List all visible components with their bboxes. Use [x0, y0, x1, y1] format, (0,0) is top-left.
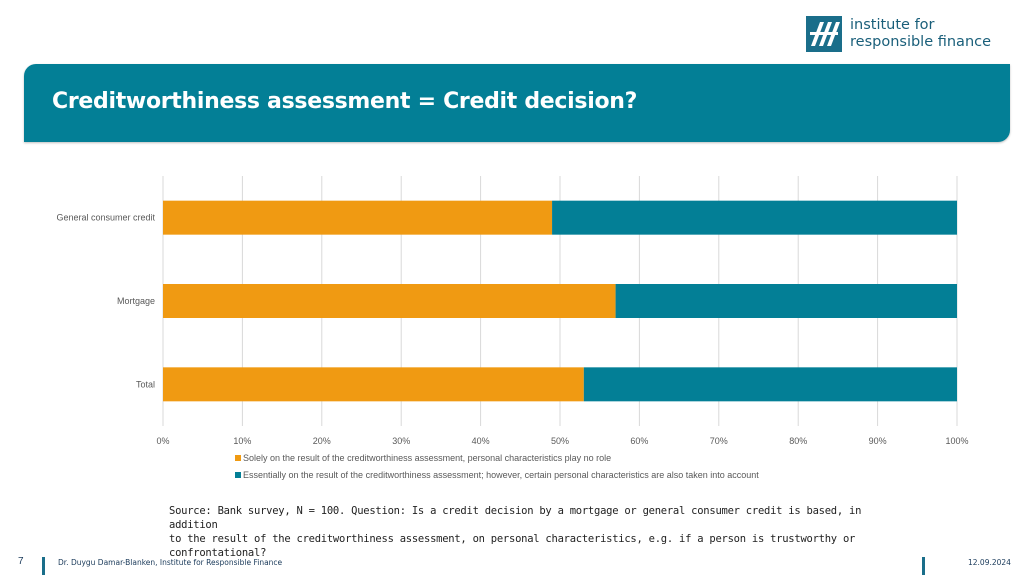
logo-line-2: responsible finance: [850, 34, 992, 50]
x-tick-label: 70%: [710, 436, 728, 446]
footer-author: Dr. Duygu Damar-Blanken, Institute for R…: [58, 558, 283, 567]
footer-divider-right: [922, 557, 925, 575]
source-line-1: Source: Bank survey, N = 100. Question: …: [169, 505, 862, 531]
x-tick-label: 80%: [789, 436, 807, 446]
logo: institute for responsible finance: [806, 16, 1006, 56]
source-line-2: to the result of the creditworthiness as…: [169, 533, 856, 559]
x-tick-label: 60%: [630, 436, 648, 446]
bar-segment: [163, 367, 584, 402]
bar-segment: [163, 200, 553, 235]
chart: 0% 10% 20% 30% 40% 50% 60% 70% 80% 90% 100% General…: [56, 176, 969, 480]
x-tick-label: 10%: [233, 436, 251, 446]
legend-swatch: [235, 455, 241, 461]
category-label: Total: [136, 379, 155, 389]
legend-swatch: [235, 472, 241, 478]
page-number: 7: [18, 556, 24, 567]
x-tick-label: 20%: [313, 436, 331, 446]
slide-title: Creditworthiness assessment = Credit dec…: [52, 89, 638, 114]
title-band: Creditworthiness assessment = Credit dec…: [24, 64, 1010, 142]
x-tick-label: 0%: [156, 436, 169, 446]
x-tick-label: 50%: [551, 436, 569, 446]
footer-date: 12.09.2024: [968, 558, 1011, 567]
logo-line-1: institute for: [850, 17, 935, 33]
x-tick-label: 40%: [472, 436, 490, 446]
bar-segment: [615, 284, 957, 318]
category-label: General consumer credit: [56, 213, 155, 223]
x-tick-label: 30%: [392, 436, 410, 446]
legend-label: Solely on the result of the creditworthi…: [243, 453, 611, 463]
bar-segment: [583, 367, 957, 402]
x-tick-label: 90%: [869, 436, 887, 446]
iff-logo-icon: [806, 16, 842, 52]
legend-label: Essentially on the result of the creditw…: [243, 470, 759, 480]
footer-divider-left: [42, 557, 45, 575]
bar-segment: [163, 284, 616, 318]
source-note: Source: Bank survey, N = 100. Question: …: [169, 504, 909, 560]
bar-segment: [552, 200, 957, 235]
x-tick-label: 100%: [945, 436, 968, 446]
category-label: Mortgage: [117, 296, 155, 306]
